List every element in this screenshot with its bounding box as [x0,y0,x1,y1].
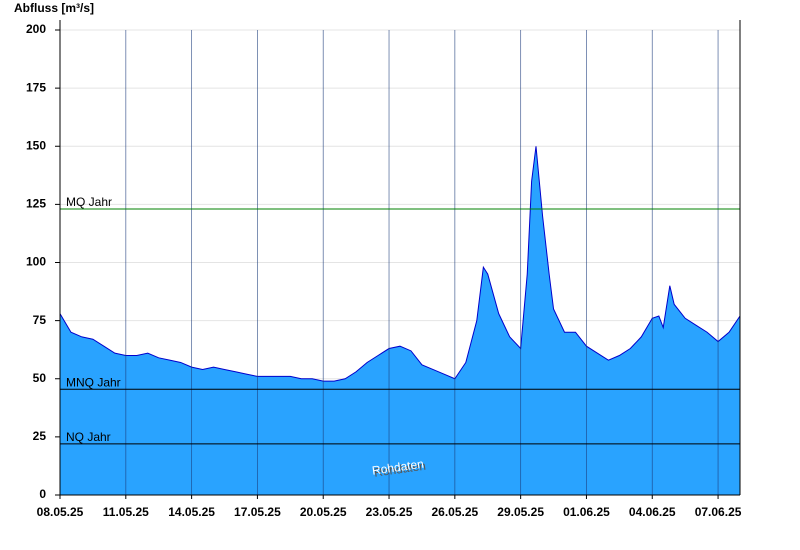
y-tick-label: 125 [26,197,46,211]
y-tick-label: 0 [39,487,46,501]
y-tick-label: 100 [26,255,46,269]
y-tick-label: 50 [33,371,47,385]
line [59,146,741,382]
reference-label: MQ Jahr [66,195,112,209]
x-tick-label: 20.05.25 [300,505,347,519]
y-tick-label: 150 [26,138,46,152]
x-tick-label: 23.05.25 [366,505,413,519]
x-tick-label: 04.06.25 [629,505,676,519]
reference-label: NQ Jahr [66,430,111,444]
reference-label: MNQ Jahr [66,375,121,389]
y-tick-label: 75 [33,313,47,327]
x-tick-label: 17.05.25 [234,505,281,519]
y-tick-label: 25 [33,429,47,443]
x-tick-label: 14.05.25 [168,505,215,519]
area [60,146,740,495]
y-tick-label: 175 [26,80,46,94]
x-tick-label: 08.05.25 [37,505,84,519]
y-tick-label: 200 [26,22,46,36]
x-tick-label: 11.05.25 [103,505,149,519]
x-tick-label: 26.05.25 [431,505,478,519]
x-tick-label: 01.06.25 [563,505,610,519]
x-tick-label: 07.06.25 [695,505,742,519]
x-tick-label: 29.05.25 [497,505,544,519]
y-axis-title: Abfluss [m³/s] [14,1,94,15]
